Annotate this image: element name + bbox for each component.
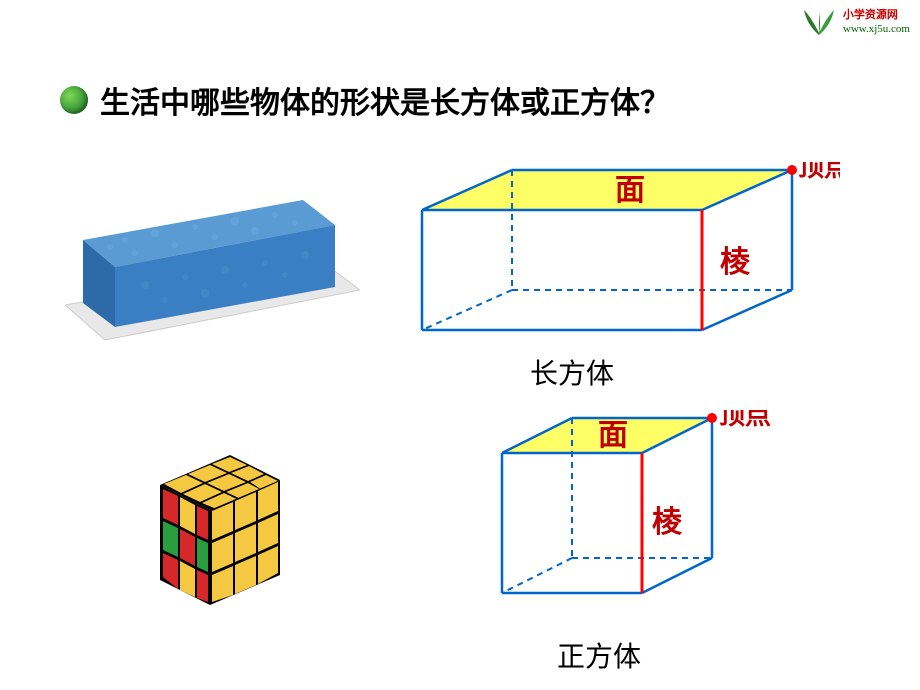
- cube-vertex-label: 顶点: [719, 410, 771, 430]
- cuboid-diagram: 面 棱 顶点: [420, 162, 820, 372]
- cuboid-edge-label: 棱: [720, 246, 751, 279]
- question-row: 生活中哪些物体的形状是长方体或正方体？: [60, 78, 670, 122]
- bullet-icon: [60, 86, 88, 114]
- cuboid-vertex-label: 顶点: [798, 162, 840, 182]
- logo-line2: www.xj5u.com: [843, 23, 910, 36]
- question-text: 生活中哪些物体的形状是长方体或正方体？: [100, 78, 670, 122]
- logo-line1: 小学资源网: [843, 9, 910, 22]
- building-image: [65, 175, 360, 345]
- cube-edge-label: 棱: [652, 506, 683, 539]
- cube-face-label: 面: [598, 419, 628, 452]
- cuboid-face-label: 面: [615, 174, 645, 207]
- cube-diagram: 面 棱 顶点: [500, 410, 760, 620]
- rubik-cube-image: [130, 445, 290, 615]
- logo-text: 小学资源网 www.xj5u.com: [843, 9, 910, 35]
- cuboid-name: 长方体: [530, 352, 614, 392]
- logo-icon: [799, 5, 839, 40]
- cube-name: 正方体: [557, 635, 641, 675]
- site-logo: 小学资源网 www.xj5u.com: [799, 5, 910, 40]
